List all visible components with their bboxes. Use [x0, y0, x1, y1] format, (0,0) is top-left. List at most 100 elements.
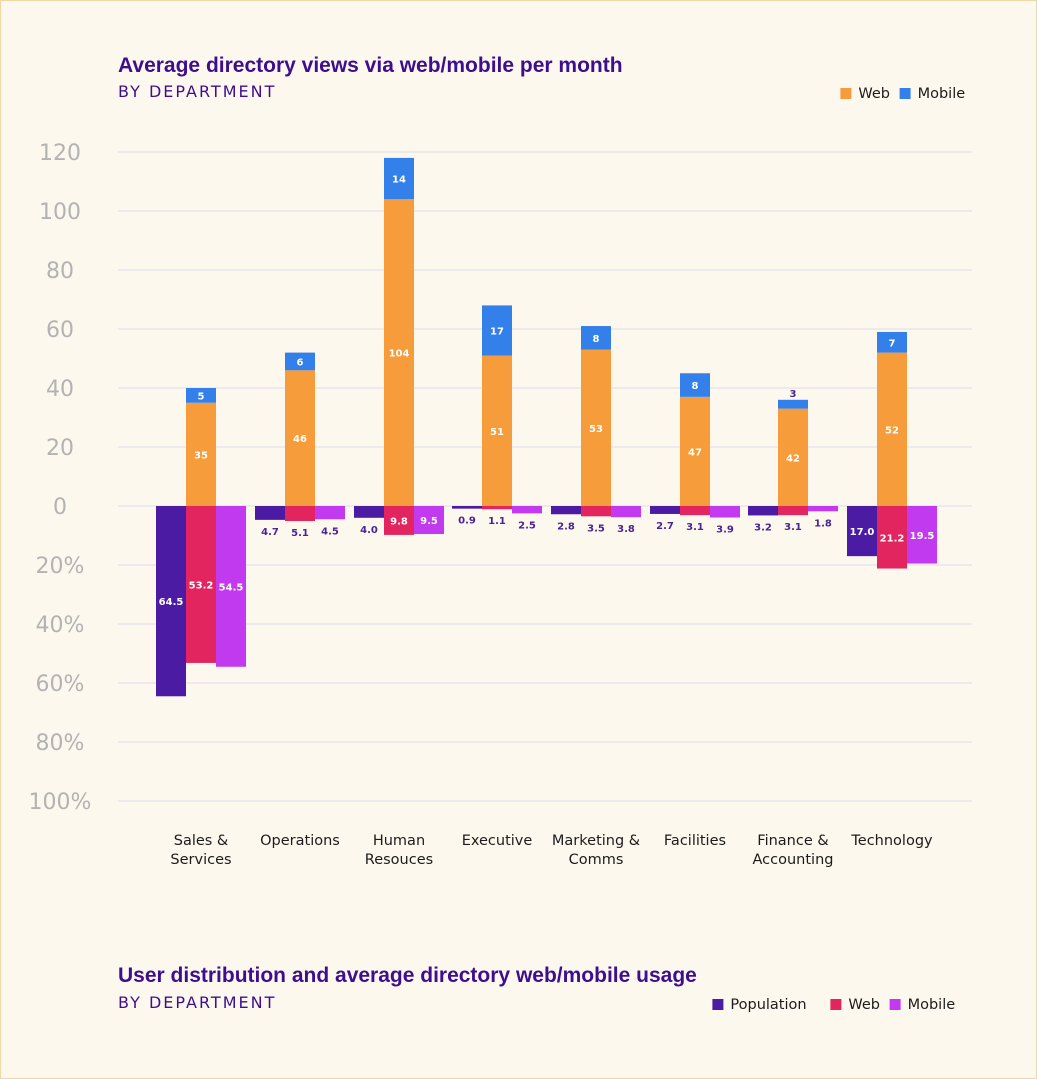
web-views-bar [680, 396, 710, 506]
y-tick-label: 80% [36, 731, 85, 756]
top-chart-title: Average directory views via web/mobile p… [118, 54, 623, 77]
legend-swatch [889, 999, 901, 1010]
top-chart-subtitle: BY DEPARTMENT [118, 82, 276, 101]
web-views-bar [482, 355, 512, 506]
y-axis: 0 20 40 60 80 100 120 20% 40% 60% 80% 100% [29, 141, 92, 815]
population-usage-bar [354, 506, 384, 518]
y-tick-label: 100 [39, 200, 81, 225]
category-label: Accounting [753, 852, 834, 868]
web-usage-bar [384, 506, 414, 535]
x-axis: Sales & Services Operations Human Resouces Ex… [170, 833, 933, 868]
y-tick-label: 120 [39, 141, 81, 166]
mobile-views-label: 17 [490, 326, 504, 337]
web-views-label: 46 [293, 434, 307, 445]
web-views-bar [877, 352, 907, 506]
web-usage-bar [581, 506, 611, 517]
mobile-views-label: 3 [790, 389, 797, 400]
category-label: Sales & [174, 833, 229, 849]
mobile-views-bar [186, 388, 216, 403]
population-usage-bar [156, 506, 186, 697]
mobile-usage-bar [315, 506, 345, 520]
mobile-usage-label: 9.5 [420, 516, 438, 527]
web-views-bar [581, 349, 611, 506]
mobile-views-bar [581, 326, 611, 350]
legend-label: Mobile [918, 86, 966, 102]
web-views-label: 53 [589, 424, 603, 435]
legend-swatch [899, 88, 911, 99]
population-usage-label: 2.8 [557, 521, 575, 532]
category-label: Services [170, 852, 231, 868]
mobile-usage-label: 54.5 [219, 582, 244, 593]
population-usage-label: 2.7 [656, 521, 674, 532]
mobile-views-label: 8 [692, 381, 699, 392]
population-usage-bar [650, 506, 680, 514]
bottom-chart-subtitle: BY DEPARTMENT [118, 993, 276, 1012]
mobile-usage-bar [808, 506, 838, 512]
bottom-legend: Mobile Web Population [712, 997, 955, 1013]
y-tick-label: 60 [46, 318, 74, 343]
mobile-usage-bar [710, 506, 740, 518]
web-views-label: 51 [490, 427, 504, 438]
web-views-bar [778, 408, 808, 506]
mobile-views-label: 14 [392, 175, 406, 186]
web-views-label: 35 [194, 450, 208, 461]
legend-swatch [840, 88, 852, 99]
mobile-views-bar [482, 305, 512, 356]
web-usage-bar [877, 506, 907, 569]
web-usage-bar [285, 506, 315, 522]
population-usage-label: 64.5 [159, 597, 184, 608]
mobile-views-bar [680, 373, 710, 397]
y-tick-label: 80 [46, 259, 74, 284]
category-label: Executive [462, 833, 533, 849]
mobile-usage-bar [216, 506, 246, 667]
mobile-usage-bar [414, 506, 444, 535]
category-label: Facilities [664, 833, 726, 849]
mobile-usage-bar [907, 506, 937, 564]
population-usage-label: 4.0 [360, 525, 378, 536]
web-usage-bar [186, 506, 216, 663]
population-usage-label: 4.7 [261, 527, 279, 538]
category-label: Technology [850, 833, 933, 849]
web-usage-label: 3.1 [784, 522, 802, 533]
category-label: Marketing & [552, 833, 640, 849]
population-usage-bar [748, 506, 778, 516]
legend-swatch [830, 999, 842, 1010]
web-usage-bar [482, 506, 512, 510]
mobile-views-label: 6 [297, 357, 304, 368]
legend-label: Web [858, 86, 890, 102]
web-usage-label: 9.8 [390, 516, 408, 527]
data-labels: 35 5 46 6 104 14 51 17 53 8 47 8 42 3 52 7 64.5 53.2 54.5 4… [159, 175, 935, 609]
web-usage-bar [778, 506, 808, 516]
mobile-usage-bar [512, 506, 542, 514]
population-usage-label: 0.9 [458, 516, 476, 527]
web-usage-label: 21.2 [880, 533, 905, 544]
web-usage-bar [680, 506, 710, 516]
category-label: Resouces [365, 852, 433, 868]
web-usage-label: 1.1 [488, 516, 506, 527]
category-label: Finance & [757, 833, 828, 849]
legend-swatch [712, 999, 724, 1010]
web-usage-label: 3.1 [686, 522, 704, 533]
web-views-bar [285, 370, 315, 506]
mobile-views-label: 5 [198, 391, 205, 402]
web-usage-label: 53.2 [189, 580, 214, 591]
web-usage-label: 3.5 [587, 523, 605, 534]
mobile-views-bar [285, 352, 315, 371]
legend-label: Mobile [908, 997, 956, 1013]
population-usage-label: 17.0 [850, 527, 875, 538]
category-label: Comms [569, 852, 624, 868]
mobile-usage-label: 19.5 [910, 531, 935, 542]
web-usage-label: 5.1 [291, 528, 309, 539]
mobile-usage-label: 1.8 [814, 518, 832, 529]
top-legend: Mobile Web [840, 86, 965, 102]
y-tick-label: 100% [29, 790, 92, 815]
population-usage-bar [551, 506, 581, 515]
population-usage-bar [847, 506, 877, 557]
y-tick-label: 20% [36, 554, 85, 579]
y-tick-label: 40% [36, 613, 85, 638]
mobile-usage-label: 3.9 [716, 525, 734, 536]
web-views-bar [384, 199, 414, 506]
mobile-views-bar [778, 399, 808, 409]
legend-label: Population [730, 997, 806, 1013]
mobile-views-label: 7 [889, 338, 896, 349]
